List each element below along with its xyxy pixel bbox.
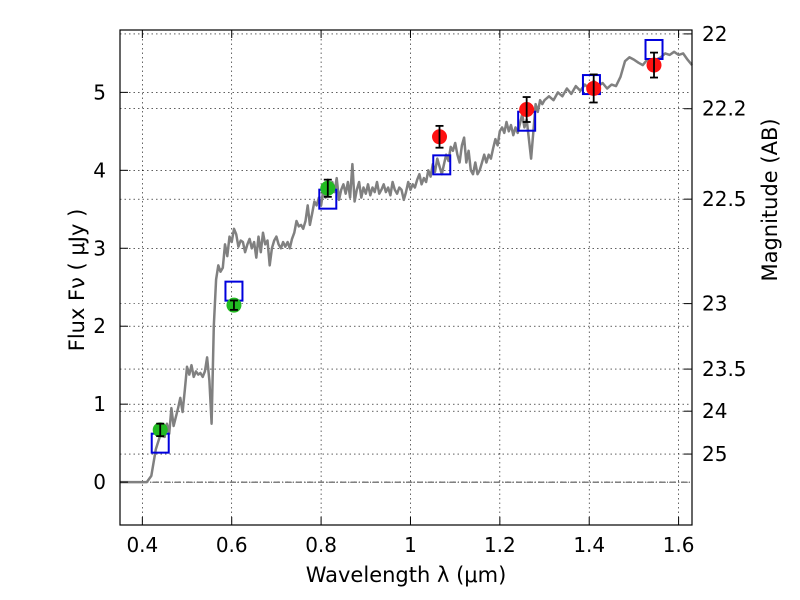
y2-tick-label: 25	[702, 442, 727, 466]
tick-labels: 0.4 0.6 0.8 1 1.2 1.4 1.60123452222.222.52323.…	[93, 22, 746, 557]
x-tick-label: 1.2	[484, 533, 516, 557]
grid	[120, 30, 692, 525]
y2-tick-label: 22.5	[702, 187, 747, 211]
x-tick-label: 0.4	[126, 533, 158, 557]
plot-frame	[119, 29, 693, 526]
y-tick-label: 5	[93, 80, 106, 104]
x-tick-label: 1	[404, 533, 417, 557]
x-tick-label: 1.4	[573, 533, 605, 557]
template-sed-line	[120, 50, 693, 484]
x-tick-label: 0.6	[216, 533, 248, 557]
y-tick-label: 2	[93, 314, 106, 338]
x-axis-title: Wavelength λ (μm)	[306, 563, 507, 587]
y2-axis-title: Magnitude (AB)	[758, 118, 782, 281]
y-tick-label: 0	[93, 470, 106, 494]
x-tick-label: 0.8	[305, 533, 337, 557]
y-tick-label: 3	[93, 236, 106, 260]
y2-tick-label: 22.2	[702, 97, 747, 121]
y-axis-title: Flux Fν ( μJy )	[65, 209, 89, 352]
y2-tick-label: 24	[702, 399, 727, 423]
y-tick-label: 1	[93, 392, 106, 416]
y2-tick-label: 23.5	[702, 357, 747, 381]
y2-tick-label: 23	[702, 292, 727, 316]
series-layer	[120, 38, 693, 484]
x-tick-label: 1.6	[663, 533, 695, 557]
model-flux-square	[432, 154, 452, 176]
ticks	[120, 30, 692, 525]
y2-tick-label: 22	[702, 22, 727, 46]
y-tick-label: 4	[93, 158, 106, 182]
